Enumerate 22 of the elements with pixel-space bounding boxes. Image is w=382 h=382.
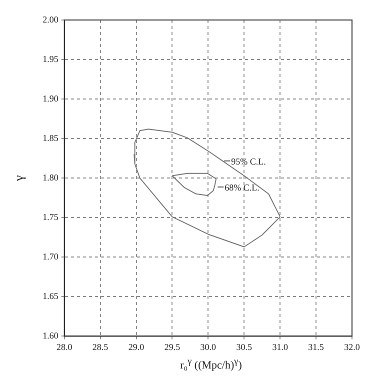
y-tick-label: 1.75	[42, 212, 59, 222]
x-tick-label: 32.0	[344, 342, 360, 352]
y-tick-label: 1.90	[42, 93, 59, 104]
x-tick-label: 29.0	[128, 342, 145, 352]
y-tick-label: 2.00	[42, 14, 59, 24]
y-tick-label: 1.60	[42, 330, 59, 341]
y-axis-title: γ	[11, 174, 26, 182]
x-tick-label: 31.5	[308, 342, 324, 352]
annotation: 68% C.L.	[224, 182, 260, 192]
x-tick-label: 30.0	[200, 342, 217, 352]
x-tick-label: 29.5	[164, 342, 181, 352]
x-tick-label: 30.5	[236, 342, 253, 352]
annotation: 95% C.L.	[231, 156, 266, 166]
y-tick-label: 1.65	[42, 291, 59, 302]
x-tick-label: 31.0	[272, 342, 288, 352]
x-tick-label: 28.0	[56, 342, 73, 352]
x-axis-title: r₀$^{γ}$ ((Mpc/h)$^{γ}$)	[179, 356, 243, 372]
y-tick-label: 1.70	[42, 252, 59, 262]
x-tick-label: 28.5	[92, 342, 109, 352]
y-tick-label: 1.80	[42, 172, 59, 182]
y-tick-label: 1.85	[42, 132, 59, 143]
y-tick-label: 1.95	[42, 54, 59, 64]
